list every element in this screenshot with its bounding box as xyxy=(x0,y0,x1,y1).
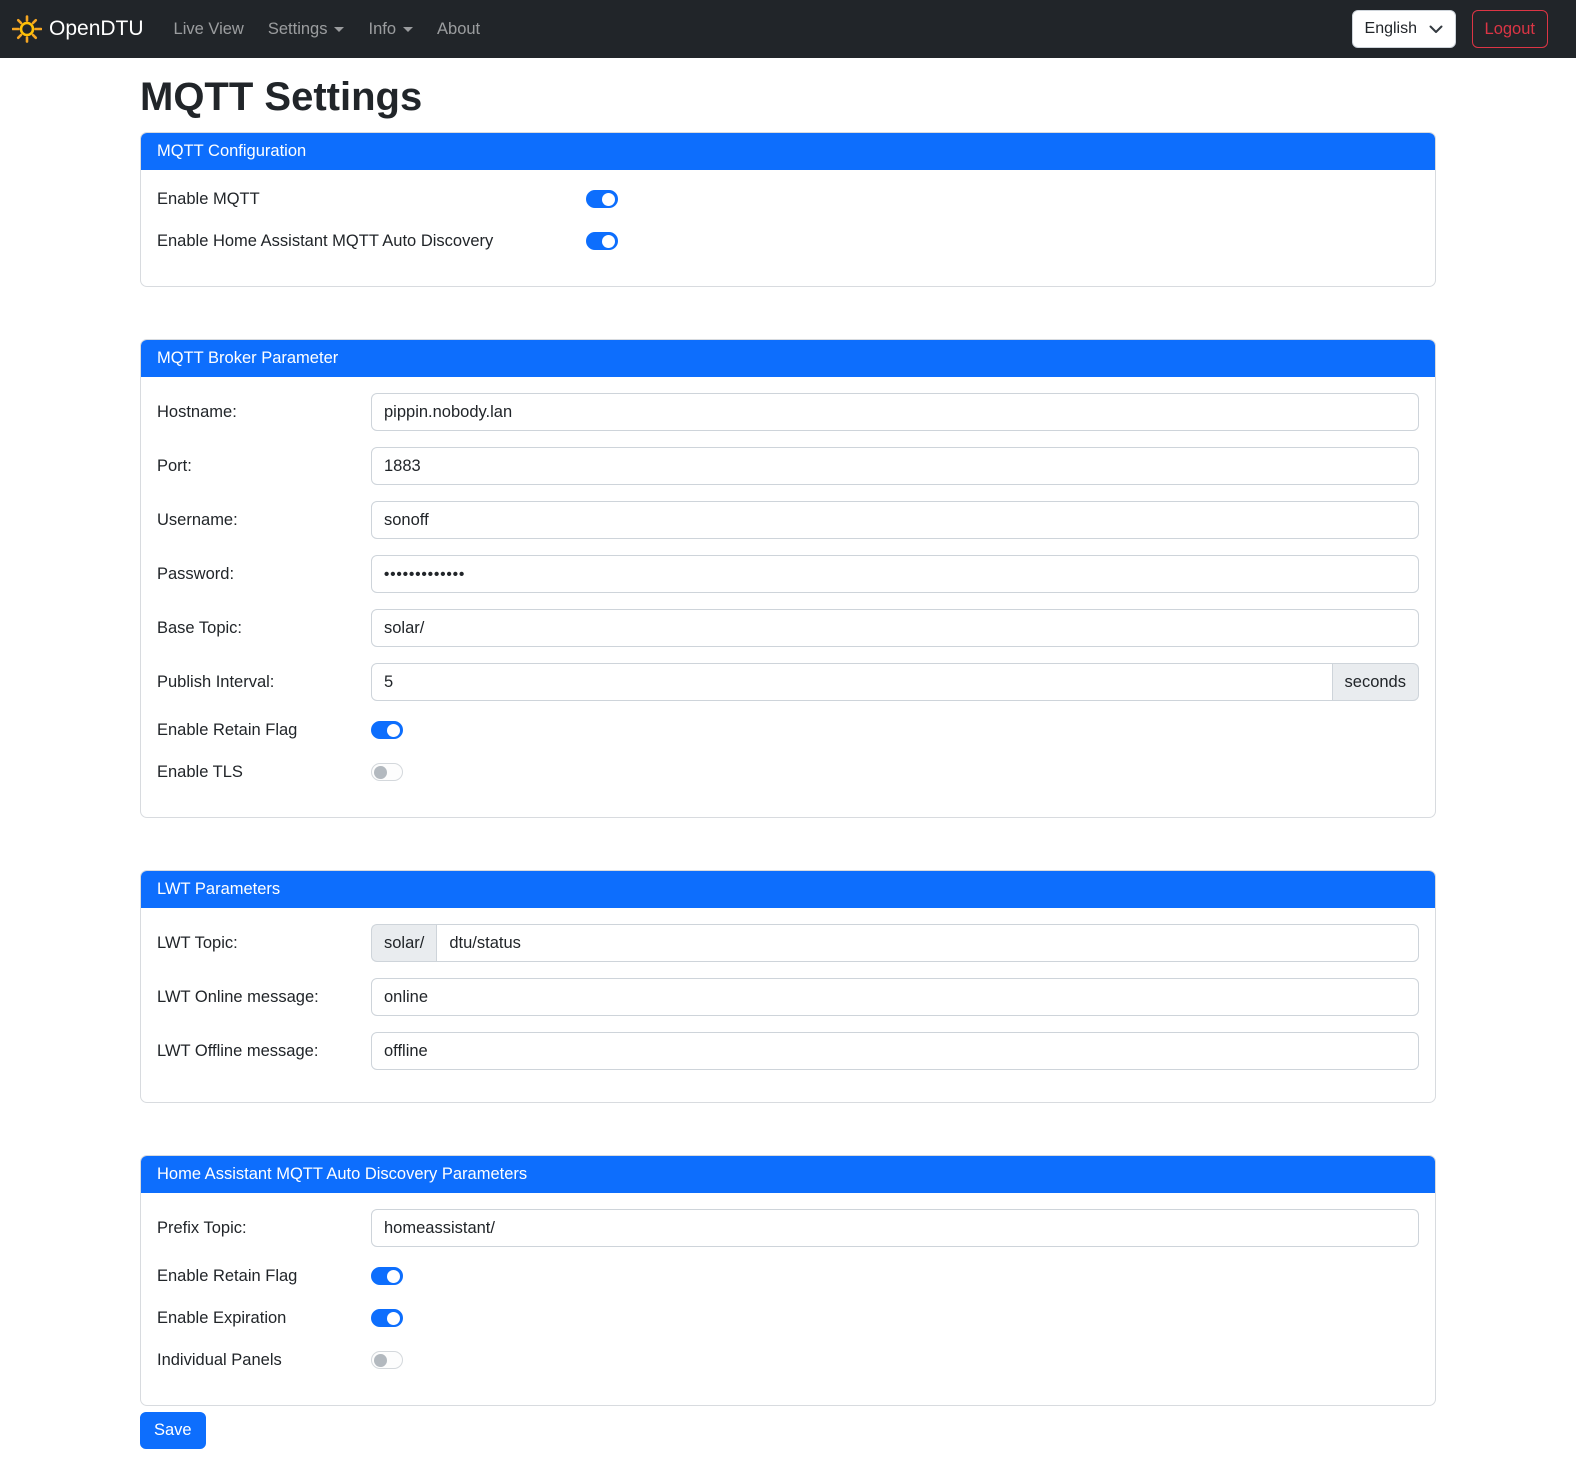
publish-interval-label: Publish Interval: xyxy=(157,672,275,691)
mqtt-configuration-body: Enable MQTT Enable Home Assistant MQTT A… xyxy=(141,170,1435,286)
language-select[interactable]: English xyxy=(1351,10,1456,48)
hass-discovery-card: Home Assistant MQTT Auto Discovery Param… xyxy=(140,1155,1436,1406)
port-label: Port: xyxy=(157,456,192,475)
hass-retain-row: Enable Retain Flag xyxy=(157,1263,1419,1289)
chevron-down-icon xyxy=(1429,25,1443,34)
lwt-offline-label: LWT Offline message: xyxy=(157,1041,319,1060)
enable-mqtt-toggle[interactable] xyxy=(586,190,618,208)
password-input[interactable] xyxy=(371,555,1419,593)
enable-hass-discovery-label: Enable Home Assistant MQTT Auto Discover… xyxy=(157,231,494,250)
password-row: Password: xyxy=(157,555,1419,593)
caret-down-icon xyxy=(334,26,345,32)
brand-label: OpenDTU xyxy=(49,17,144,40)
lwt-offline-input[interactable] xyxy=(371,1032,1419,1070)
lwt-offline-row: LWT Offline message: xyxy=(157,1032,1419,1070)
hass-discovery-body: Prefix Topic: Enable Retain Flag Enable … xyxy=(141,1193,1435,1405)
mqtt-broker-header: MQTT Broker Parameter xyxy=(141,340,1435,377)
base-topic-row: Base Topic: xyxy=(157,609,1419,647)
nav-item-info[interactable]: Info xyxy=(360,12,421,47)
brand-link[interactable]: OpenDTU xyxy=(12,14,144,44)
individual-panels-row: Individual Panels xyxy=(157,1347,1419,1373)
prefix-topic-row: Prefix Topic: xyxy=(157,1209,1419,1247)
port-row: Port: xyxy=(157,447,1419,485)
lwt-topic-prefix: solar/ xyxy=(371,924,437,962)
save-button[interactable]: Save xyxy=(140,1412,206,1449)
nav-links: Live View Settings Info About xyxy=(166,12,1352,47)
hass-retain-label: Enable Retain Flag xyxy=(157,1266,298,1285)
hass-retain-toggle[interactable] xyxy=(371,1267,403,1285)
hass-expiration-row: Enable Expiration xyxy=(157,1305,1419,1331)
hostname-row: Hostname: xyxy=(157,393,1419,431)
base-topic-input[interactable] xyxy=(371,609,1419,647)
enable-mqtt-row: Enable MQTT xyxy=(157,186,1419,212)
lwt-online-label: LWT Online message: xyxy=(157,987,319,1006)
prefix-topic-label: Prefix Topic: xyxy=(157,1218,247,1237)
nav-item-live-view-label: Live View xyxy=(173,19,244,38)
lwt-card: LWT Parameters LWT Topic: solar/ LWT Onl… xyxy=(140,870,1436,1103)
hostname-label: Hostname: xyxy=(157,402,237,421)
publish-interval-unit: seconds xyxy=(1332,663,1419,701)
retain-flag-toggle[interactable] xyxy=(371,721,403,739)
individual-panels-toggle[interactable] xyxy=(371,1351,403,1369)
lwt-header: LWT Parameters xyxy=(141,871,1435,908)
lwt-topic-label: LWT Topic: xyxy=(157,933,238,952)
username-label: Username: xyxy=(157,510,238,529)
tls-toggle[interactable] xyxy=(371,763,403,781)
main-content: MQTT Settings MQTT Configuration Enable … xyxy=(140,58,1436,1449)
publish-interval-row: Publish Interval: seconds xyxy=(157,663,1419,701)
enable-mqtt-label: Enable MQTT xyxy=(157,189,260,208)
base-topic-label: Base Topic: xyxy=(157,618,242,637)
retain-flag-row: Enable Retain Flag xyxy=(157,717,1419,743)
nav-item-settings[interactable]: Settings xyxy=(260,12,353,47)
hass-expiration-toggle[interactable] xyxy=(371,1309,403,1327)
hostname-input[interactable] xyxy=(371,393,1419,431)
nav-item-about[interactable]: About xyxy=(429,12,488,47)
mqtt-configuration-header: MQTT Configuration xyxy=(141,133,1435,170)
individual-panels-label: Individual Panels xyxy=(157,1350,282,1369)
navbar: OpenDTU Live View Settings Info About En… xyxy=(0,0,1576,58)
hass-discovery-header: Home Assistant MQTT Auto Discovery Param… xyxy=(141,1156,1435,1193)
logout-button[interactable]: Logout xyxy=(1471,10,1548,48)
nav-item-live-view[interactable]: Live View xyxy=(166,12,252,47)
enable-hass-discovery-row: Enable Home Assistant MQTT Auto Discover… xyxy=(157,228,1419,254)
language-selected-value: English xyxy=(1364,20,1418,37)
nav-item-settings-label: Settings xyxy=(267,19,328,38)
retain-flag-label: Enable Retain Flag xyxy=(157,720,298,739)
prefix-topic-input[interactable] xyxy=(371,1209,1419,1247)
mqtt-broker-card: MQTT Broker Parameter Hostname: Port: Us… xyxy=(140,339,1436,818)
lwt-topic-row: LWT Topic: solar/ xyxy=(157,924,1419,962)
sun-logo-icon xyxy=(12,14,42,44)
enable-hass-discovery-toggle[interactable] xyxy=(586,232,618,250)
lwt-online-input[interactable] xyxy=(371,978,1419,1016)
username-row: Username: xyxy=(157,501,1419,539)
lwt-body: LWT Topic: solar/ LWT Online message: LW… xyxy=(141,908,1435,1102)
tls-label: Enable TLS xyxy=(157,762,243,781)
nav-item-info-label: Info xyxy=(368,19,397,38)
username-input[interactable] xyxy=(371,501,1419,539)
port-input[interactable] xyxy=(371,447,1419,485)
caret-down-icon xyxy=(403,26,414,32)
mqtt-configuration-card: MQTT Configuration Enable MQTT Enable Ho… xyxy=(140,132,1436,287)
password-label: Password: xyxy=(157,564,235,583)
lwt-topic-input[interactable] xyxy=(436,924,1419,962)
hass-expiration-label: Enable Expiration xyxy=(157,1308,287,1327)
lwt-online-row: LWT Online message: xyxy=(157,978,1419,1016)
publish-interval-input[interactable] xyxy=(371,663,1333,701)
tls-row: Enable TLS xyxy=(157,759,1419,785)
navbar-right: English Logout xyxy=(1351,10,1548,48)
mqtt-broker-body: Hostname: Port: Username: Password: xyxy=(141,377,1435,817)
nav-item-about-label: About xyxy=(437,19,481,38)
page-title: MQTT Settings xyxy=(140,75,423,119)
